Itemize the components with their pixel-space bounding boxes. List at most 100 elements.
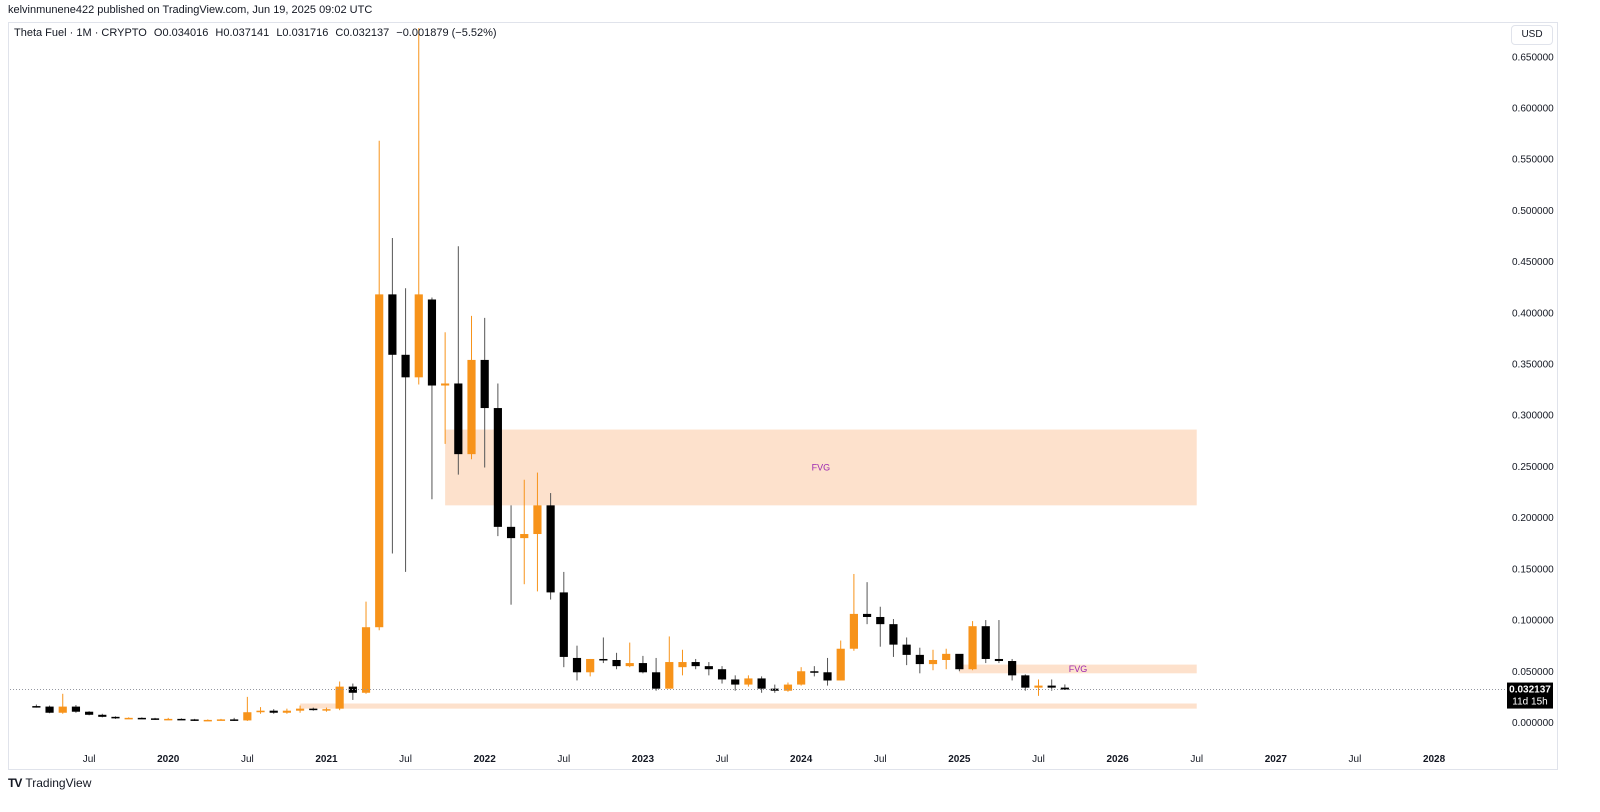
candle-body-66 — [902, 644, 911, 655]
candle-body-7 — [124, 717, 133, 720]
candle-body-75 — [1021, 675, 1030, 688]
price-tick-label-8: 0.250000 — [1512, 462, 1554, 473]
candle-body-44 — [612, 659, 621, 667]
candle-body-72 — [981, 626, 990, 659]
candle-body-12 — [190, 719, 199, 721]
candle-body-16 — [243, 712, 252, 721]
fvg-zone-1 — [959, 664, 1197, 674]
candle-body-77 — [1047, 685, 1056, 688]
time-tick-label-7: 2023 — [632, 754, 655, 765]
price-tick-label-1: 0.600000 — [1512, 103, 1554, 114]
time-tick-label-16: Jul — [1349, 754, 1362, 765]
candle-body-39 — [546, 505, 555, 593]
candle-body-22 — [322, 709, 331, 711]
candle-body-25 — [361, 627, 371, 693]
candle-body-19 — [282, 710, 291, 713]
price-tick-label-0: 0.650000 — [1512, 52, 1554, 63]
candle-body-29 — [414, 294, 423, 378]
bodies-layer — [32, 294, 1069, 722]
time-axis[interactable]: Jul 2020 Jul 2021 Jul 2022 Jul 2023 Jul 2024 Jul 20… — [83, 754, 1446, 765]
candle-body-56 — [770, 688, 779, 691]
time-tick-label-17: 2028 — [1423, 754, 1446, 765]
candle-body-20 — [296, 708, 305, 711]
price-tick-label-4: 0.450000 — [1512, 257, 1554, 268]
candle-body-4 — [85, 711, 94, 715]
candle-body-38 — [533, 505, 542, 535]
candle-body-45 — [625, 663, 634, 667]
candle-body-3 — [71, 706, 81, 712]
candle-body-27 — [388, 294, 397, 355]
time-tick-label-4: Jul — [399, 754, 412, 765]
price-tick-label-12: 0.050000 — [1512, 667, 1554, 678]
candle-body-10 — [164, 718, 173, 721]
candle-body-59 — [810, 671, 819, 673]
candle-body-5 — [98, 714, 107, 717]
time-tick-label-13: 2026 — [1106, 754, 1129, 765]
ohlc-low: L0.031716 — [276, 27, 329, 39]
currency-button[interactable]: USD — [1511, 25, 1553, 45]
time-tick-label-15: 2027 — [1265, 754, 1288, 765]
candle-body-65 — [889, 624, 898, 645]
candle-body-76 — [1034, 685, 1043, 688]
candle-body-28 — [401, 354, 410, 378]
candle-body-11 — [177, 718, 186, 721]
price-tick-label-9: 0.200000 — [1512, 513, 1554, 524]
candle-body-36 — [506, 526, 516, 539]
symbol-name[interactable]: Theta Fuel · 1M · CRYPTO — [14, 27, 147, 39]
candle-body-52 — [717, 669, 727, 680]
time-tick-label-12: Jul — [1032, 754, 1045, 765]
candle-body-15 — [230, 719, 239, 721]
candle-body-6 — [111, 716, 120, 719]
candle-body-53 — [731, 679, 740, 685]
candle-body-37 — [520, 534, 529, 539]
price-tick-label-7: 0.300000 — [1512, 411, 1554, 422]
price-tick-label-2: 0.550000 — [1512, 155, 1554, 166]
price-tick-label-5: 0.400000 — [1512, 308, 1554, 319]
time-tick-label-3: 2021 — [315, 754, 338, 765]
price-tick-label-10: 0.150000 — [1512, 564, 1554, 575]
published-header: kelvinmunene422 published on TradingView… — [8, 4, 373, 16]
candle-body-8 — [137, 717, 146, 720]
candle-body-43 — [599, 658, 608, 661]
candle-body-2 — [58, 706, 67, 713]
ohlc-close: C0.032137 — [335, 27, 390, 39]
wicks-layer — [35, 28, 1066, 721]
time-tick-label-1: 2020 — [157, 754, 180, 765]
bar-countdown-label: 11d 15h — [1512, 697, 1547, 708]
time-tick-label-6: Jul — [557, 754, 570, 765]
time-tick-label-0: Jul — [83, 754, 96, 765]
candle-body-46 — [638, 663, 648, 673]
current-price-badge — [1507, 682, 1553, 709]
candle-body-67 — [915, 654, 924, 665]
candle-body-74 — [1008, 661, 1017, 676]
candle-body-1 — [45, 706, 54, 713]
tradingview-logo-icon: TV — [8, 776, 22, 790]
symbol-legend: Theta Fuel · 1M · CRYPTO O0.034016 H0.03… — [14, 27, 501, 39]
candle-body-61 — [836, 648, 845, 681]
price-axis[interactable]: 0.650000 0.600000 0.550000 0.500000 0.450000… — [1512, 52, 1554, 729]
fvg-zone-0 — [445, 429, 1197, 506]
candle-body-30 — [427, 299, 437, 386]
candle-body-0 — [32, 706, 41, 708]
candle-body-31 — [441, 383, 450, 386]
candle-body-9 — [150, 718, 160, 720]
price-tick-label-6: 0.350000 — [1512, 360, 1554, 371]
time-tick-label-14: Jul — [1190, 754, 1203, 765]
candle-body-70 — [955, 653, 964, 670]
candle-body-57 — [783, 684, 793, 691]
time-tick-label-9: 2024 — [790, 754, 813, 765]
fvg-zone-label-0: FVG — [812, 462, 831, 472]
price-tick-label-13: 0.000000 — [1512, 718, 1554, 729]
time-tick-label-5: 2022 — [474, 754, 497, 765]
candle-body-33 — [467, 359, 476, 455]
candle-body-18 — [269, 710, 278, 713]
candle-body-60 — [823, 672, 832, 681]
candle-body-14 — [216, 719, 226, 721]
current-price-label: 0.032137 — [1509, 685, 1551, 696]
candle-body-49 — [678, 662, 687, 668]
candle-body-62 — [849, 613, 858, 649]
tradingview-footer[interactable]: TV TradingView — [8, 776, 91, 790]
candle-body-23 — [335, 686, 344, 709]
